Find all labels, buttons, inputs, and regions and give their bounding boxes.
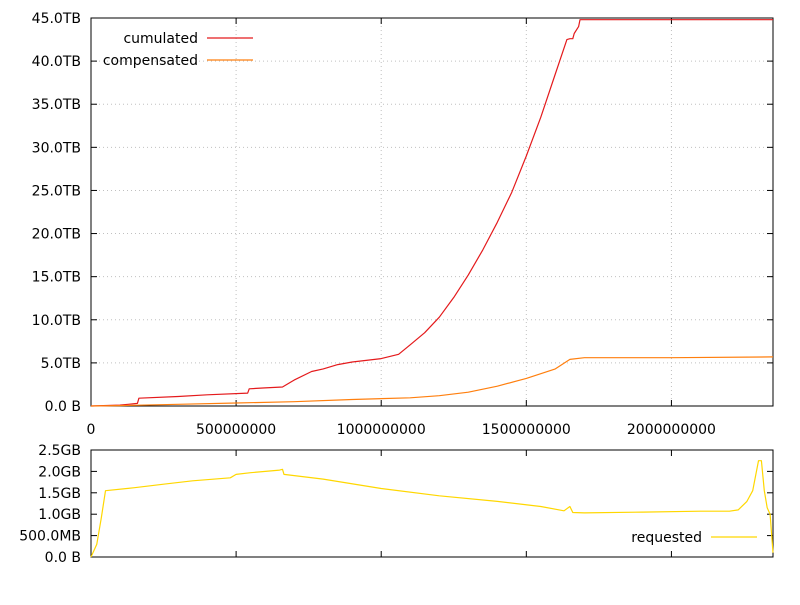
y-tick-label: 1.5GB <box>38 486 81 502</box>
x-tick-label: 1000000000 <box>337 422 426 438</box>
y-tick-label: 30.0TB <box>32 140 81 156</box>
series-line-compensated <box>90 356 774 407</box>
y-tick-label: 40.0TB <box>32 54 81 70</box>
top-chart: 0.0 B 5.0TB 10.0TB 15.0TB 20.0TB 25.0TB 30.0TB… <box>32 11 774 438</box>
y-tick-label: 1.0GB <box>38 507 81 523</box>
y-tick-label: 2.5GB <box>38 443 81 459</box>
y-tick-label: 15.0TB <box>32 270 81 286</box>
y-tick-label: 45.0TB <box>32 11 81 27</box>
x-tick-label: 1500000000 <box>482 422 571 438</box>
series-line-cumulated <box>90 19 773 407</box>
plot-frame <box>90 449 774 558</box>
legend-label-cumulated: cumulated <box>123 31 198 47</box>
bottom-chart: 0.0 B 500.0MB 1.0GB 1.5GB 2.0GB 2.5GB requeste… <box>19 443 774 566</box>
y-tick-label: 2.0GB <box>38 464 81 480</box>
plot-frame <box>90 17 774 407</box>
y-tick-label: 10.0TB <box>32 313 81 329</box>
x-tick-label: 0 <box>87 422 96 438</box>
legend-label-compensated: compensated <box>103 53 198 69</box>
y-tick-label: 20.0TB <box>32 227 81 243</box>
y-tick-label: 500.0MB <box>19 529 81 545</box>
legend-label-requested: requested <box>631 530 702 546</box>
y-tick-label: 5.0TB <box>41 356 81 372</box>
y-tick-label: 0.0 B <box>45 550 81 566</box>
series-line-requested <box>90 460 774 558</box>
y-tick-label: 35.0TB <box>32 97 81 113</box>
x-tick-label: 500000000 <box>196 422 276 438</box>
x-tick-label: 2000000000 <box>627 422 716 438</box>
y-tick-label: 25.0TB <box>32 183 81 199</box>
y-tick-label: 0.0 B <box>45 399 81 415</box>
